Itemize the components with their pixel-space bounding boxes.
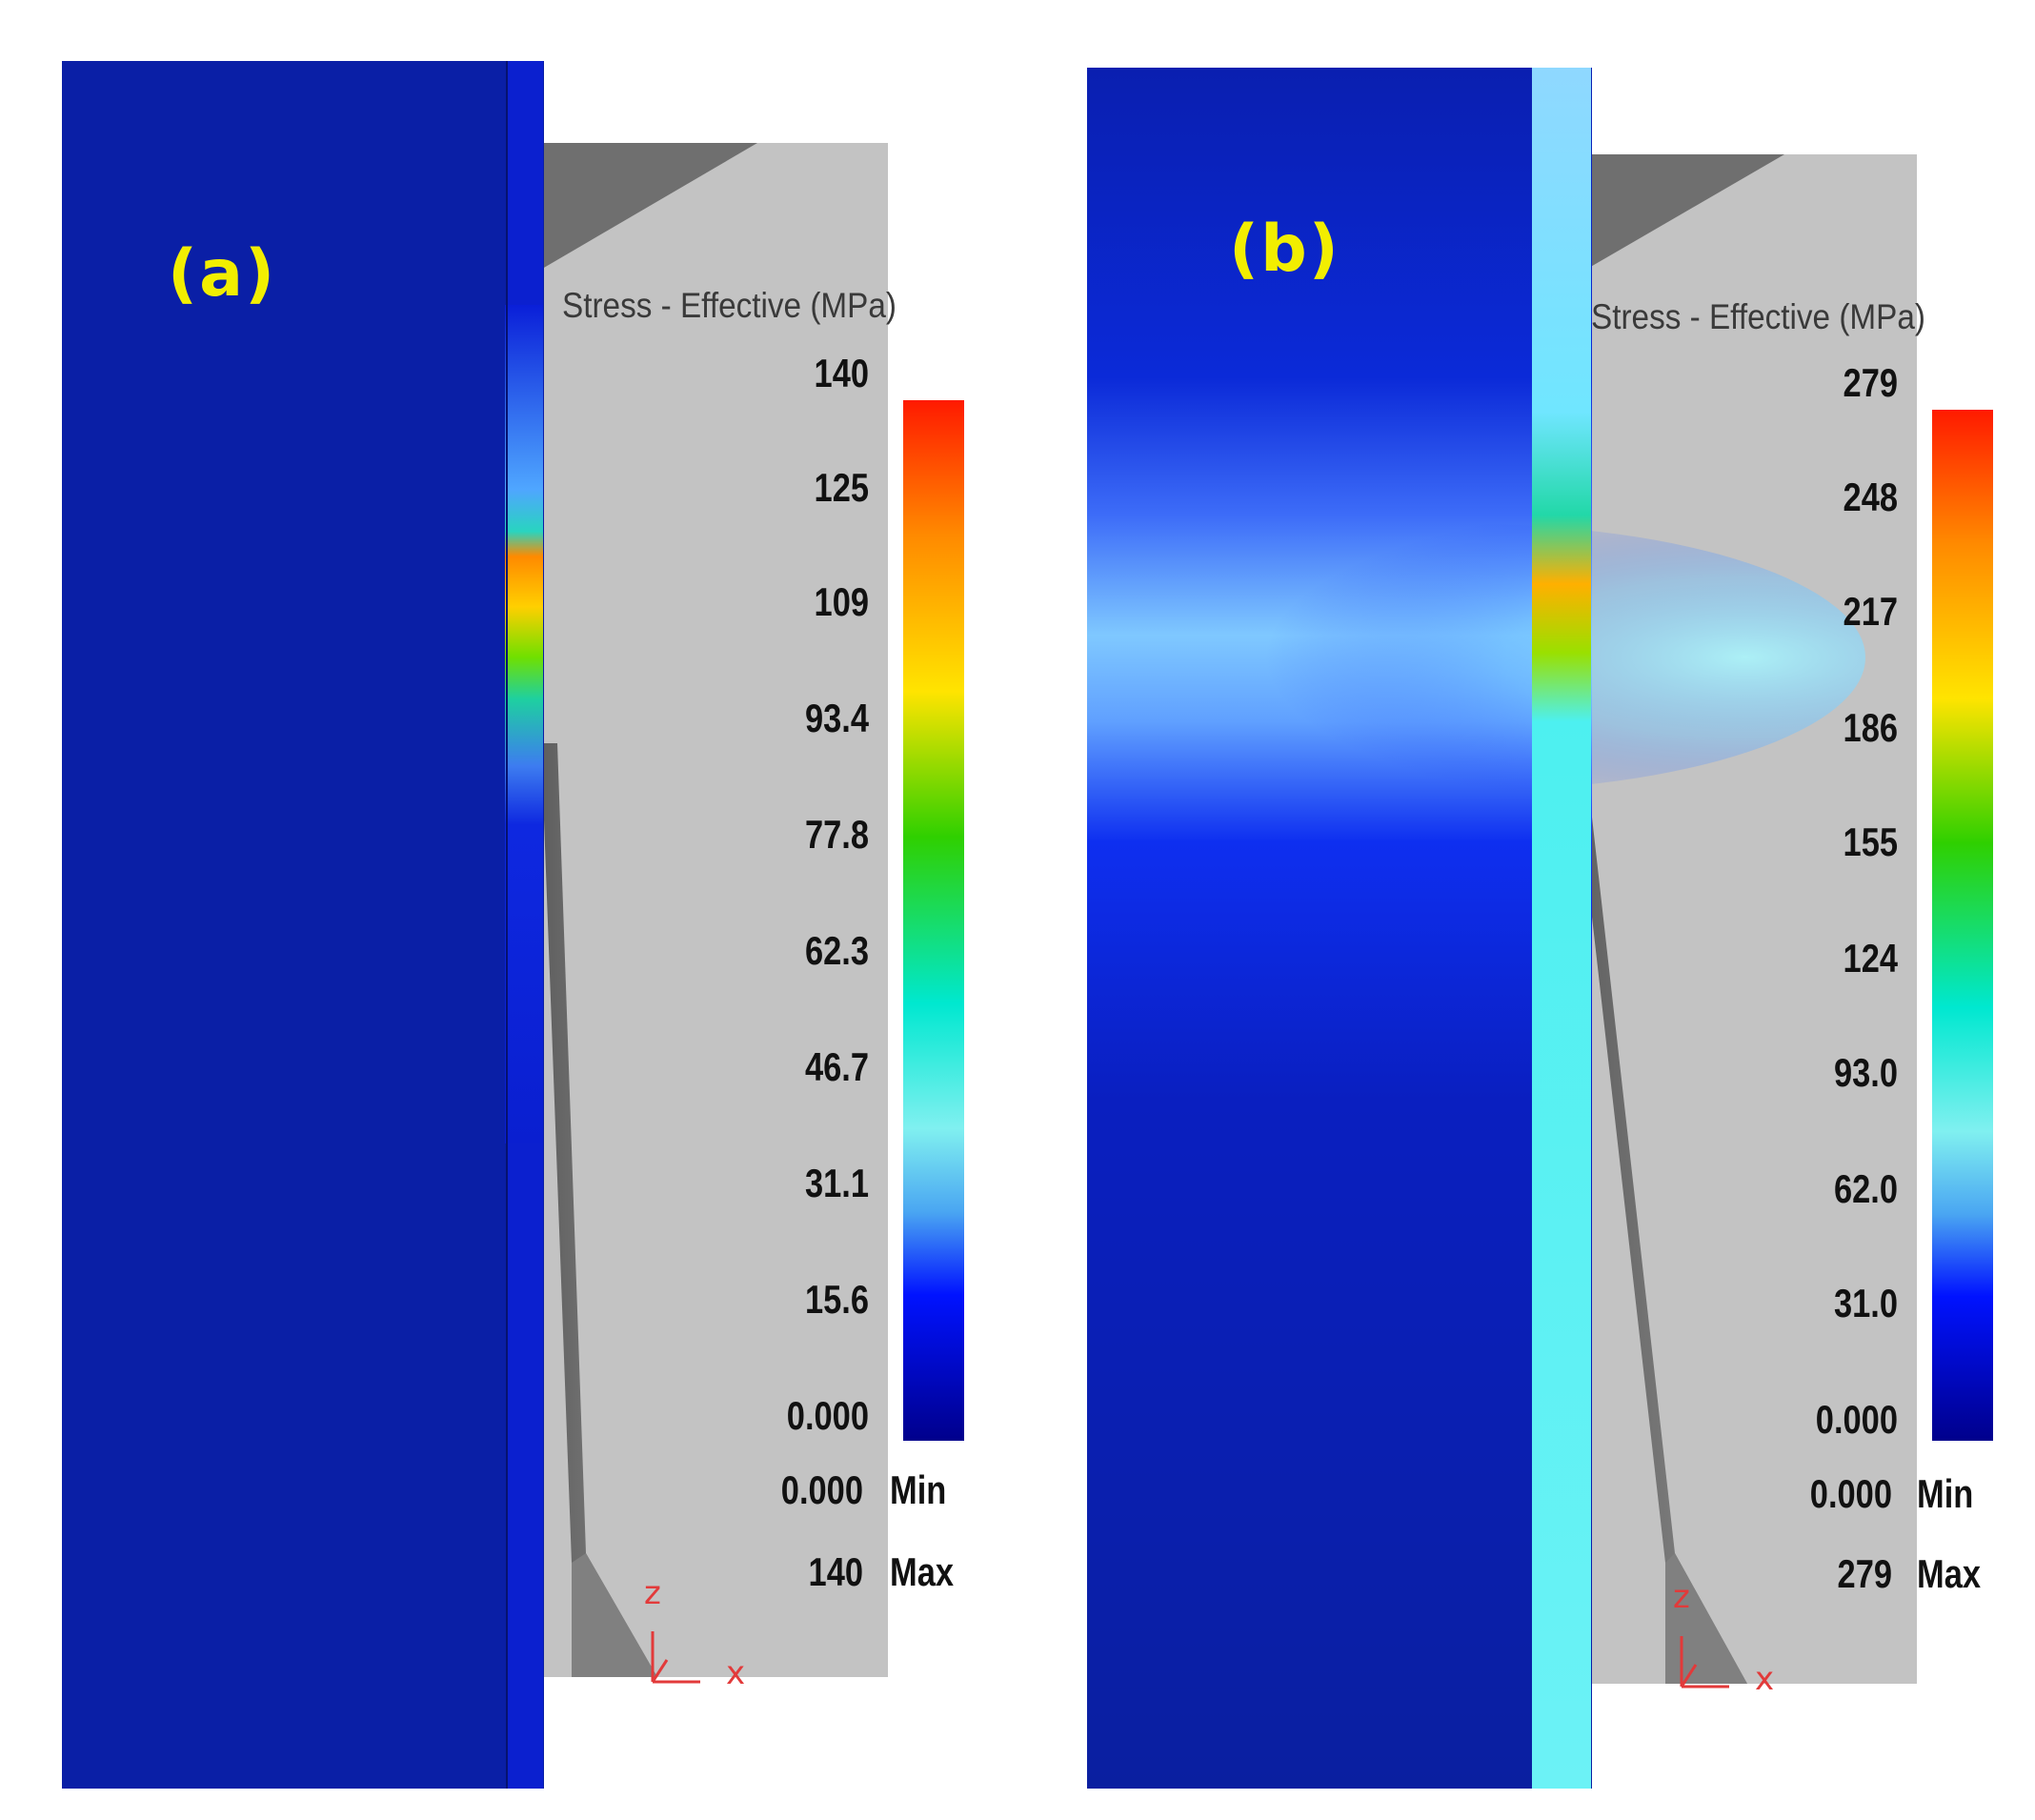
die-body: [537, 143, 888, 1677]
die-bottom-shadow: [1665, 1553, 1747, 1684]
panel-label: (a): [168, 236, 277, 312]
scale-tick: 15.6: [804, 1277, 869, 1322]
die-chamfer-top: [1564, 154, 1784, 282]
stress-contact-strip: [505, 305, 543, 1143]
min-label: Min: [1917, 1471, 1974, 1516]
min-value: 0.000: [1809, 1471, 1892, 1516]
max-value: 279: [1837, 1551, 1892, 1596]
axis-triad-icon: [651, 1631, 700, 1684]
scale-tick: 62.3: [804, 928, 869, 973]
die-taper-shadow: [541, 743, 657, 1677]
scale-tick: 140: [814, 351, 869, 395]
scale-tick: 77.8: [804, 812, 869, 857]
scale-tick: 217: [1843, 589, 1898, 634]
scale-tick: 186: [1843, 705, 1898, 750]
stress-plot-b: [1065, 68, 1993, 1789]
scale-tick: 93.0: [1833, 1050, 1898, 1095]
color-scale-bar: [903, 400, 964, 1441]
scale-tick: 248: [1843, 475, 1898, 519]
scale-tick: 125: [814, 465, 869, 510]
min-label: Min: [890, 1467, 947, 1512]
scale-tick: 124: [1843, 936, 1898, 981]
axis-triad-icon: [1680, 1636, 1729, 1689]
max-label: Max: [1917, 1551, 1981, 1596]
stress-hot-zone: [1065, 524, 1865, 791]
scale-tick: 31.0: [1833, 1281, 1898, 1325]
axis-z-label: z: [644, 1574, 661, 1612]
axis-x-label: x: [726, 1654, 746, 1692]
legend-title: Stress - Effective (MPa): [562, 286, 897, 325]
scale-tick: 93.4: [804, 696, 869, 740]
scale-tick: 109: [814, 579, 869, 624]
color-scale-bar: [1932, 410, 1993, 1441]
workpiece: [1087, 68, 1592, 1789]
panel-b: (b) Stress - Effective (MPa) 279 248 217…: [1018, 0, 2035, 1820]
die-bottom-shadow: [572, 1553, 657, 1677]
scale-tick: 31.1: [804, 1161, 869, 1205]
die-chamfer-top: [537, 143, 757, 272]
stress-contact-strip: [1532, 68, 1591, 1789]
scale-tick: 46.7: [804, 1044, 869, 1089]
scale-tick: 279: [1843, 360, 1898, 405]
max-value: 140: [808, 1549, 863, 1594]
panel-a: (a) Stress - Effective (MPa) 140 125 109…: [62, 61, 964, 1789]
stress-plot-a: [62, 61, 964, 1789]
legend-title: Stress - Effective (MPa): [1591, 297, 1925, 336]
max-label: Max: [890, 1549, 954, 1594]
panel-label: (b): [1229, 212, 1340, 287]
scale-tick: 62.0: [1833, 1166, 1898, 1211]
min-value: 0.000: [780, 1467, 863, 1512]
axis-x-label: x: [1755, 1660, 1775, 1698]
scale-tick: 155: [1843, 819, 1898, 864]
axis-z-label: z: [1673, 1578, 1690, 1616]
die-body: [1564, 154, 1917, 1684]
scale-tick: 0.000: [786, 1393, 869, 1438]
workpiece: [62, 61, 544, 1789]
scale-tick: 0.000: [1815, 1397, 1898, 1442]
